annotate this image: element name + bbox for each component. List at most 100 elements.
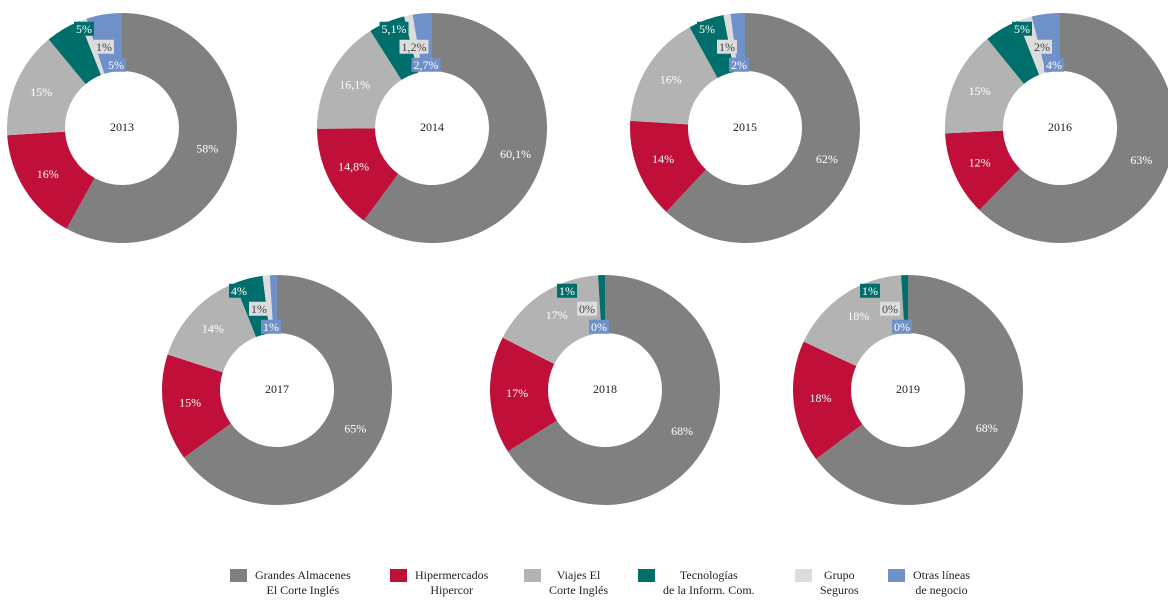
- donut-title: 2018: [593, 382, 617, 396]
- value-label-bg: [589, 319, 609, 334]
- value-label: 14,8%: [338, 160, 369, 174]
- value-label: 58%: [196, 142, 218, 156]
- value-label-group: 2,7%: [411, 57, 441, 72]
- value-label: 1,2%: [402, 40, 427, 54]
- value-label-bg: [411, 57, 441, 72]
- value-label: 18%: [809, 391, 831, 405]
- donut-slice: [363, 13, 547, 243]
- donut-slice: [945, 130, 1021, 210]
- value-label-bg: [261, 319, 281, 334]
- value-label-group: 1%: [261, 319, 281, 334]
- value-label: 1%: [862, 284, 878, 298]
- donut-title: 2016: [1048, 120, 1072, 134]
- donut-slice: [815, 275, 1023, 505]
- value-label-group: 2%: [1032, 39, 1052, 54]
- value-label-group: 4%: [1044, 57, 1064, 72]
- donut-slice: [317, 30, 402, 129]
- value-label: 5%: [76, 22, 92, 36]
- value-label-bg: [557, 283, 577, 298]
- legend-label: Otras líneas de negocio: [913, 568, 970, 597]
- donut-slice: [507, 275, 720, 505]
- value-label: 5%: [699, 22, 715, 36]
- value-label-group: 1%: [717, 39, 737, 54]
- value-label-group: 5,1%: [379, 21, 409, 36]
- donut-title: 2014: [420, 120, 444, 134]
- value-label-bg: [379, 21, 409, 36]
- value-label-group: 0%: [589, 319, 609, 334]
- legend-label: Tecnologías de la Inform. Com.: [663, 568, 755, 597]
- value-label-bg: [729, 57, 749, 72]
- value-label: 2,7%: [414, 58, 439, 72]
- legend-label: Grupo Seguros: [820, 568, 859, 597]
- donut-slice: [803, 275, 905, 367]
- value-label: 65%: [344, 422, 366, 436]
- value-label-bg: [860, 283, 880, 298]
- donut-slice: [7, 131, 95, 229]
- value-label-group: 5%: [74, 21, 94, 36]
- legend: Grandes Almacenes El Corte Inglés Hiperme…: [0, 568, 1168, 607]
- donut-slice: [6, 39, 86, 136]
- legend-swatch: [524, 569, 541, 582]
- value-label: 15%: [30, 85, 52, 99]
- value-label: 14%: [202, 322, 224, 336]
- value-label: 68%: [671, 424, 693, 438]
- value-label: 1%: [719, 40, 735, 54]
- value-label-bg: [74, 21, 94, 36]
- value-label-group: 4%: [229, 283, 249, 298]
- value-label-bg: [399, 39, 429, 54]
- donut-slice: [317, 128, 399, 221]
- value-label: 1%: [263, 320, 279, 334]
- value-label: 0%: [882, 302, 898, 316]
- value-label-bg: [1044, 57, 1064, 72]
- donut-slice: [979, 13, 1168, 243]
- value-label: 1%: [559, 284, 575, 298]
- value-label: 4%: [231, 284, 247, 298]
- value-label-bg: [880, 301, 900, 316]
- value-label-bg: [697, 21, 717, 36]
- value-label: 16%: [660, 73, 682, 87]
- donut-slice: [490, 337, 557, 452]
- value-label: 1%: [96, 40, 112, 54]
- value-label: 0%: [591, 320, 607, 334]
- legend-swatch: [795, 569, 812, 582]
- value-label: 18%: [847, 309, 869, 323]
- value-label-bg: [229, 283, 249, 298]
- value-label: 5,1%: [382, 22, 407, 36]
- value-label-group: 1%: [249, 301, 269, 316]
- value-label-bg: [1012, 21, 1032, 36]
- donut-title: 2017: [265, 382, 289, 396]
- legend-swatch: [230, 569, 247, 582]
- chart: 58% 16% 15% 5% 1% 5% 2013 60,1% 14,8% 16,1% 5,1% 1,…: [6, 12, 1168, 506]
- value-label: 5%: [1014, 22, 1030, 36]
- legend-item: Tecnologías de la Inform. Com.: [638, 568, 755, 598]
- value-label: 0%: [894, 320, 910, 334]
- donut-slice: [730, 13, 745, 72]
- value-label: 62%: [816, 152, 838, 166]
- value-label: 14%: [652, 152, 674, 166]
- value-label: 1%: [251, 302, 267, 316]
- legend-item: Viajes El Corte Inglés: [524, 568, 608, 598]
- donut-slice: [183, 275, 392, 506]
- value-label-group: 1%: [94, 39, 114, 54]
- value-label: 15%: [969, 84, 991, 98]
- value-label-bg: [106, 57, 126, 72]
- value-label-bg: [249, 301, 269, 316]
- value-label-group: 5%: [697, 21, 717, 36]
- value-label: 2%: [1034, 40, 1050, 54]
- value-label: 5%: [108, 58, 124, 72]
- value-label: 16%: [37, 167, 59, 181]
- donut-slice: [987, 20, 1040, 84]
- legend-label: Grandes Almacenes El Corte Inglés: [255, 568, 351, 597]
- value-label-bg: [1032, 39, 1052, 54]
- value-label: 17%: [546, 308, 568, 322]
- value-label: 0%: [579, 302, 595, 316]
- value-label: 12%: [969, 156, 991, 170]
- value-label-group: 0%: [892, 319, 912, 334]
- value-label-group: 2%: [729, 57, 749, 72]
- value-label-group: 5%: [1012, 21, 1032, 36]
- value-label-group: 1%: [860, 283, 880, 298]
- value-label: 17%: [506, 386, 528, 400]
- donut-slice: [944, 38, 1024, 134]
- donut-title: 2013: [110, 120, 134, 134]
- value-label-group: 5%: [106, 57, 126, 72]
